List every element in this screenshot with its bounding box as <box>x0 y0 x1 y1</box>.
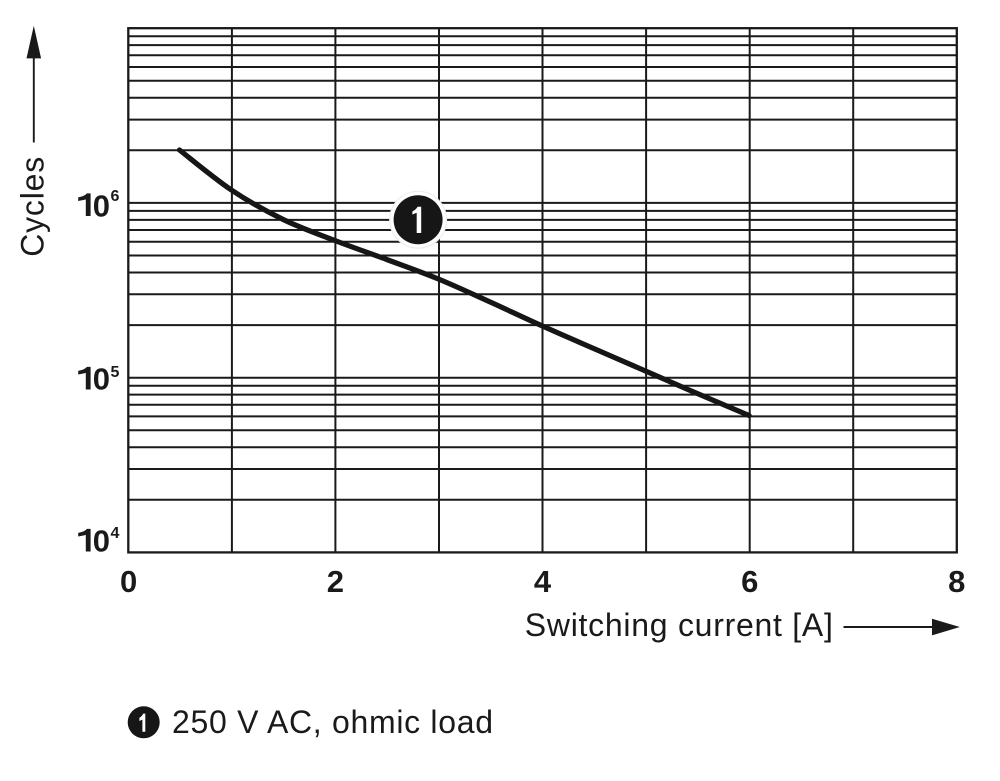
svg-text:5: 5 <box>111 364 120 381</box>
svg-text:4: 4 <box>111 525 120 542</box>
svg-text:Cycles: Cycles <box>15 156 51 257</box>
svg-text:6: 6 <box>111 188 120 205</box>
svg-text:8: 8 <box>948 564 965 599</box>
svg-text:0: 0 <box>120 564 137 599</box>
svg-text:2: 2 <box>327 564 344 599</box>
svg-text:0: 0 <box>93 524 110 559</box>
svg-text:6: 6 <box>741 564 758 599</box>
svg-text:4: 4 <box>534 564 552 599</box>
svg-text:0: 0 <box>93 189 110 224</box>
svg-text:Switching current [A]: Switching current [A] <box>525 607 834 643</box>
svg-text:250 V AC, ohmic load: 250 V AC, ohmic load <box>172 704 494 740</box>
svg-text:0: 0 <box>93 362 110 397</box>
